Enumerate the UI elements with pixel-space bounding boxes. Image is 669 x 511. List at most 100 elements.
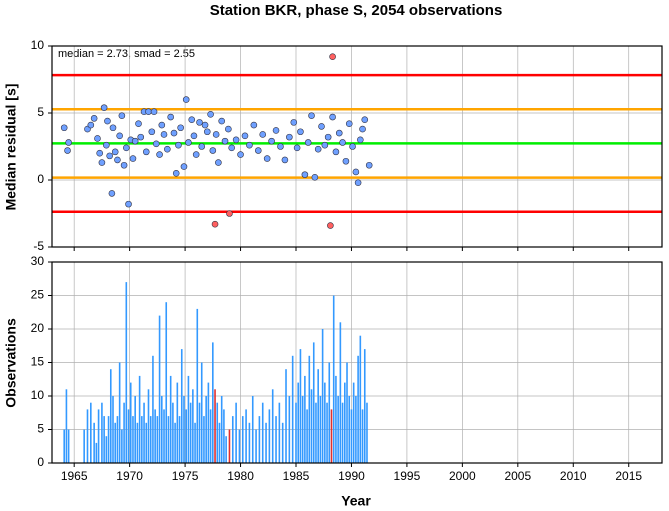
point: [103, 141, 110, 149]
bar: [172, 402, 174, 463]
point: [286, 133, 293, 141]
bar: [317, 369, 319, 463]
point: [145, 108, 152, 115]
point: [349, 143, 356, 150]
point: [329, 113, 336, 121]
bar: [183, 396, 185, 463]
bar: [134, 396, 136, 463]
bar: [337, 396, 339, 463]
bar: [187, 375, 190, 463]
point: [329, 53, 336, 61]
bar: [156, 416, 159, 463]
bar: [299, 349, 302, 463]
bar: [261, 402, 264, 463]
point: [354, 179, 362, 186]
point: [152, 140, 160, 148]
point: [293, 144, 301, 152]
bar: [341, 402, 344, 463]
point: [311, 174, 319, 181]
bar: [127, 409, 130, 463]
bar: [304, 375, 306, 463]
point: [60, 124, 68, 132]
bar: [163, 409, 165, 463]
point: [225, 125, 232, 133]
point: [263, 155, 271, 162]
bar: [225, 436, 227, 463]
point: [359, 125, 366, 133]
x-tick-label: 1965: [61, 469, 88, 483]
bar: [271, 389, 274, 463]
bar: [147, 389, 150, 463]
x-tick-label: 1970: [116, 469, 143, 483]
bar: [265, 422, 267, 463]
point: [142, 148, 150, 156]
point: [254, 147, 262, 154]
bar: [86, 409, 89, 463]
point: [198, 143, 206, 150]
bar: [83, 429, 85, 463]
bar: [105, 436, 108, 463]
bar: [103, 416, 105, 463]
bar: [366, 402, 368, 463]
bar: [241, 416, 244, 463]
bar: [90, 402, 92, 463]
x-tick-label: 2015: [615, 469, 642, 483]
point: [108, 190, 116, 197]
bar: [335, 375, 337, 463]
y-tick-label: 20: [31, 321, 45, 335]
point: [324, 133, 332, 141]
bar: [116, 416, 119, 463]
bar: [129, 382, 132, 463]
x-tick-label: 1985: [283, 469, 310, 483]
bar: [132, 416, 134, 463]
point: [65, 139, 72, 146]
bar: [348, 396, 351, 463]
bar: [344, 382, 346, 463]
bar: [251, 396, 254, 463]
point: [228, 144, 235, 152]
bar: [67, 429, 70, 463]
point: [177, 124, 184, 132]
bar: [178, 416, 181, 463]
point: [304, 139, 312, 146]
bar: [145, 422, 148, 463]
bar: [214, 389, 216, 463]
bar: [332, 295, 335, 463]
bar: [114, 422, 117, 463]
bar: [223, 409, 225, 463]
point: [365, 161, 373, 169]
point: [172, 170, 180, 177]
point: [109, 124, 117, 132]
bar: [281, 422, 284, 463]
point: [188, 116, 196, 123]
point: [335, 129, 343, 137]
chart-title: Station BKR, phase S, 2054 observations: [210, 2, 503, 19]
point: [167, 113, 174, 121]
point: [190, 132, 198, 140]
point: [215, 159, 222, 166]
bar: [231, 416, 234, 463]
bar: [350, 409, 353, 463]
bar: [352, 382, 355, 463]
point: [209, 147, 217, 154]
bar: [169, 375, 172, 463]
point: [156, 151, 163, 158]
point: [116, 132, 123, 140]
bar: [141, 416, 143, 463]
point: [98, 159, 106, 166]
bar: [138, 375, 141, 463]
bar: [205, 396, 207, 463]
bar: [198, 402, 201, 463]
point: [345, 120, 353, 128]
point: [281, 156, 289, 164]
bar: [297, 382, 300, 463]
bar: [167, 416, 170, 463]
y-tick-label: 10: [31, 388, 45, 402]
bar: [136, 422, 139, 463]
bar: [255, 429, 257, 463]
point: [164, 145, 171, 153]
bar: [245, 409, 247, 463]
bar: [285, 369, 287, 463]
point: [232, 136, 240, 144]
bar: [310, 389, 313, 463]
